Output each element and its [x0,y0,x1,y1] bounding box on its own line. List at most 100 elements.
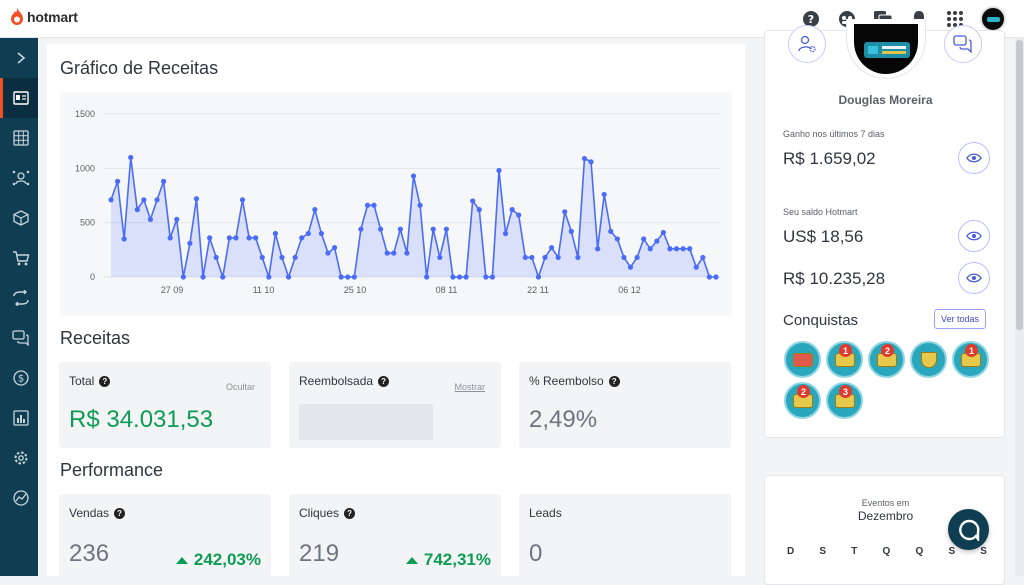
achievement-badge[interactable] [910,341,947,378]
toggle-brl-visibility[interactable] [958,262,990,294]
data-point[interactable] [621,254,627,261]
sidebar-item-analytics[interactable] [0,478,38,518]
data-point[interactable] [424,274,430,280]
data-point[interactable] [338,274,344,280]
data-point[interactable] [654,238,660,244]
achievement-badge[interactable] [784,341,821,378]
data-point[interactable] [575,254,581,261]
data-point[interactable] [147,216,154,223]
data-point[interactable] [647,246,653,252]
data-point[interactable] [167,235,173,241]
data-point[interactable] [437,254,443,261]
help-icon[interactable]: ? [344,507,356,519]
sidebar-item-finance[interactable]: $ [0,358,38,398]
data-point[interactable] [318,230,325,237]
data-point[interactable] [279,254,285,261]
sidebar-item-sales[interactable] [0,238,38,278]
data-point[interactable] [364,202,371,208]
data-point[interactable] [542,254,548,261]
data-point[interactable] [673,246,680,252]
data-point[interactable] [463,274,469,280]
profile-settings-button[interactable] [788,25,826,63]
data-point[interactable] [680,246,686,252]
data-point[interactable] [391,250,397,256]
data-point[interactable] [456,274,463,280]
data-point[interactable] [489,274,496,280]
data-point[interactable] [627,264,634,270]
sidebar-item-messages[interactable] [0,318,38,358]
data-point[interactable] [371,202,377,208]
data-point[interactable] [154,197,160,203]
data-point[interactable] [200,274,206,280]
data-point[interactable] [207,235,213,241]
data-point[interactable] [121,236,127,242]
data-point[interactable] [180,274,186,280]
help-icon[interactable]: ? [378,375,390,387]
data-point[interactable] [193,196,200,202]
data-point[interactable] [345,274,351,280]
data-point[interactable] [581,155,588,162]
data-point[interactable] [384,250,390,256]
data-point[interactable] [358,226,364,232]
see-all-achievements-button[interactable]: Ver todas [934,309,986,329]
data-point[interactable] [529,254,535,261]
data-point[interactable] [266,274,272,280]
data-point[interactable] [667,246,673,252]
sidebar-item-dashboard[interactable] [0,78,38,118]
data-point[interactable] [397,226,403,232]
data-point[interactable] [588,159,594,165]
data-point[interactable] [233,235,239,241]
sidebar-item-reports[interactable] [0,398,38,438]
data-point[interactable] [299,235,305,241]
data-point[interactable] [548,245,555,251]
profile-messages-button[interactable] [944,25,982,63]
user-avatar[interactable] [980,6,1006,32]
toggle-usd-visibility[interactable] [958,220,990,252]
data-point[interactable] [213,254,219,261]
sidebar-item-affiliates[interactable] [0,158,38,198]
data-point[interactable] [220,274,226,280]
data-point[interactable] [522,254,528,261]
data-point[interactable] [509,207,515,213]
data-point[interactable] [114,178,121,184]
data-point[interactable] [174,216,180,223]
data-point[interactable] [404,250,410,256]
data-point[interactable] [450,274,456,280]
data-point[interactable] [331,245,338,251]
data-point[interactable] [128,154,134,161]
help-icon[interactable]: ? [99,375,111,387]
data-point[interactable] [410,173,417,179]
data-point[interactable] [713,274,719,280]
data-point[interactable] [687,246,693,252]
data-point[interactable] [292,254,298,261]
data-point[interactable] [700,254,706,261]
data-point[interactable] [641,236,647,242]
data-point[interactable] [601,191,607,198]
achievement-badge[interactable]: 1 [952,341,989,378]
page-scrollbar-thumb[interactable] [1016,40,1023,330]
support-chat-button[interactable] [948,509,989,550]
hotmart-logo[interactable]: hotmart [10,8,78,26]
data-point[interactable] [378,226,384,232]
data-point[interactable] [285,274,292,280]
data-point[interactable] [351,274,357,280]
data-point[interactable] [253,235,259,241]
achievement-badge[interactable]: 2 [868,341,905,378]
help-icon[interactable]: ? [114,507,126,519]
data-point[interactable] [516,212,522,218]
data-point[interactable] [595,246,601,252]
help-icon[interactable]: ? [608,375,620,387]
data-point[interactable] [226,235,232,241]
data-point[interactable] [608,228,614,234]
data-point[interactable] [141,197,147,203]
data-point[interactable] [470,198,476,204]
help-icon[interactable]: ? [800,8,822,30]
data-point[interactable] [239,197,246,203]
data-point[interactable] [706,274,713,280]
data-point[interactable] [562,209,568,215]
revenue-chart[interactable]: 1500 1000 500 0 27 09 11 10 25 10 08 11 22 11 06… [60,92,732,316]
data-point[interactable] [430,226,436,232]
achievement-badge[interactable]: 1 [826,341,863,378]
data-point[interactable] [555,254,561,261]
data-point[interactable] [660,229,666,236]
